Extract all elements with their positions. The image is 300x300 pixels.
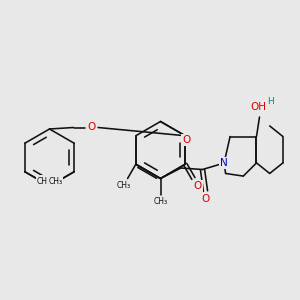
Text: O: O xyxy=(194,181,202,191)
Text: CH₃: CH₃ xyxy=(37,176,51,185)
Text: O: O xyxy=(183,135,191,145)
Text: CH₃: CH₃ xyxy=(116,181,130,190)
Text: H: H xyxy=(268,98,274,106)
Text: N: N xyxy=(220,158,228,168)
Text: O: O xyxy=(201,194,210,205)
Text: CH₃: CH₃ xyxy=(48,176,62,185)
Text: CH₃: CH₃ xyxy=(153,197,168,206)
Text: OH: OH xyxy=(250,102,266,112)
Text: O: O xyxy=(87,122,96,133)
